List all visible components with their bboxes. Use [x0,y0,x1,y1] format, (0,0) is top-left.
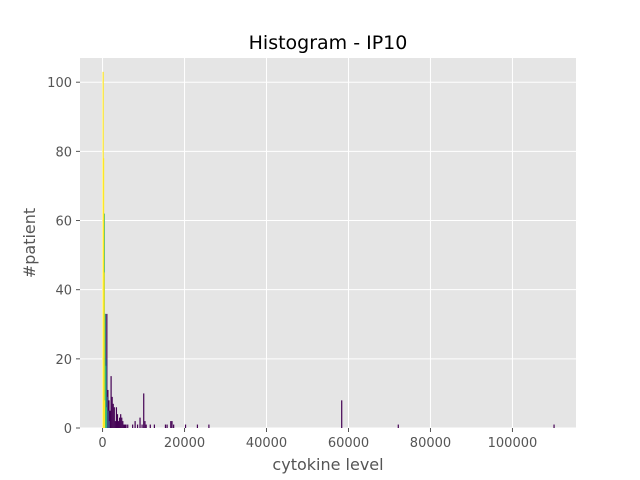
histogram-bar [166,424,168,428]
histogram-bar [145,424,147,428]
x-tick-label: 80000 [410,436,451,451]
histogram-bar [104,313,106,428]
histogram-bar [123,424,125,428]
histogram-bar [141,424,143,428]
histogram-bar [124,424,126,428]
histogram-bar [149,424,151,428]
grid-lines [80,58,576,429]
histogram-bar [106,396,108,428]
histogram-bar [184,424,187,428]
histogram-bar [105,407,107,428]
histogram-bar [170,421,172,428]
histogram-bar [116,414,119,428]
histogram-bar [111,396,113,428]
y-tick-label: 60 [55,215,72,230]
histogram-bar [121,417,123,428]
x-tick-label: 20000 [164,436,205,451]
histogram-bar [113,407,115,428]
histogram-bar [112,403,114,428]
histogram-bar [397,424,399,428]
histogram-bar [173,424,175,428]
y-tick-label: 100 [47,76,72,91]
histogram-bar [171,421,173,428]
plot-area [80,58,576,428]
y-tick-label: 0 [64,422,72,437]
histogram-bar [109,410,111,428]
histogram-bar [153,424,155,428]
histogram-bar [114,421,116,428]
histogram-bar [105,358,107,428]
histogram-bar [119,417,121,428]
histogram-bar [143,393,145,428]
histogram-bar [108,400,110,428]
histogram-series [102,71,106,428]
x-tick-label: 100000 [488,436,538,451]
histogram-bar [553,424,555,428]
histogram-bar [110,376,112,428]
y-axis-label: #patient [20,208,39,278]
chart-title: Histogram - IP10 [249,32,408,54]
histogram-bar [196,424,199,428]
y-tick-label: 80 [55,145,72,160]
y-axis-ticks: 0 20 40 60 80 100 [47,76,80,437]
histogram-bar [125,424,127,428]
histogram-bar [144,421,146,428]
histogram-bar [134,421,136,428]
histogram-bar [103,272,105,428]
histogram-bar [117,421,120,428]
histogram-bar [115,407,118,428]
x-axis-ticks: 0 20000 40000 60000 80000 100000 [98,428,537,451]
histogram-bar [341,400,343,428]
y-tick-label: 20 [55,353,72,368]
histogram-bar [132,424,134,428]
x-tick-label: 0 [98,436,106,451]
histogram-bar [136,424,139,428]
x-axis-label: cytokine level [272,455,383,474]
histogram-bar [108,421,110,428]
y-tick-label: 40 [55,284,72,299]
x-tick-label: 40000 [246,436,287,451]
histogram-bars [102,71,555,428]
histogram-bar [120,414,122,428]
histogram-bar [103,400,106,428]
x-tick-label: 60000 [328,436,369,451]
histogram-bar [208,424,210,428]
histogram-bar [127,424,129,428]
histogram-bar [164,424,167,428]
histogram-bar [107,389,109,428]
histogram-bar [105,365,107,428]
histogram-bar [107,410,109,428]
histogram-bar [122,421,124,428]
histogram-bar [139,417,141,428]
